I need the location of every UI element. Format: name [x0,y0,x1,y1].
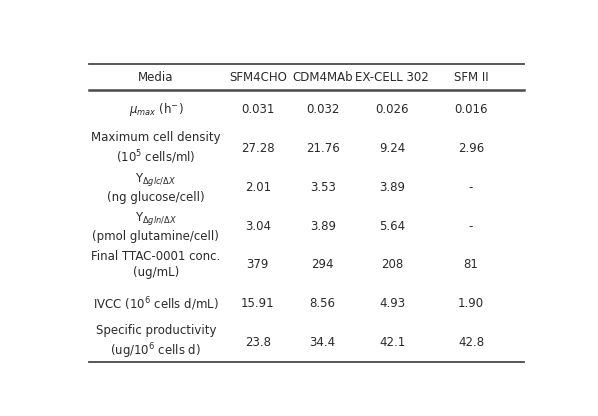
Text: Media: Media [138,71,173,84]
Text: 15.91: 15.91 [241,297,274,310]
Text: 0.016: 0.016 [454,103,488,116]
Text: 208: 208 [381,258,403,272]
Text: 42.8: 42.8 [458,336,484,349]
Text: 9.24: 9.24 [379,142,405,155]
Text: 34.4: 34.4 [310,336,335,349]
Text: 3.89: 3.89 [310,220,335,233]
Text: 23.8: 23.8 [245,336,271,349]
Text: Maximum cell density
(10$^{5}$ cells/ml): Maximum cell density (10$^{5}$ cells/ml) [91,131,221,166]
Text: 0.026: 0.026 [376,103,409,116]
Text: SFM II: SFM II [454,71,489,84]
Text: $\mu_{max}$ (h$^{-}$): $\mu_{max}$ (h$^{-}$) [129,101,183,118]
Text: 3.04: 3.04 [245,220,271,233]
Text: 3.53: 3.53 [310,181,335,194]
Text: 379: 379 [246,258,269,272]
Text: 2.96: 2.96 [458,142,484,155]
Text: 1.90: 1.90 [458,297,484,310]
Text: 42.1: 42.1 [379,336,405,349]
Text: 0.031: 0.031 [241,103,274,116]
Text: 294: 294 [312,258,334,272]
Text: CDM4MAb: CDM4MAb [292,71,353,84]
Text: Specific productivity
(ug/10$^{6}$ cells d): Specific productivity (ug/10$^{6}$ cells… [96,324,216,361]
Text: 27.28: 27.28 [241,142,274,155]
Text: 3.89: 3.89 [379,181,405,194]
Text: -: - [469,181,473,194]
Text: -: - [469,220,473,233]
Text: 0.032: 0.032 [306,103,340,116]
Text: 21.76: 21.76 [306,142,340,155]
Text: Y$_{\Delta glc/\Delta X}$
(ng glucose/cell): Y$_{\Delta glc/\Delta X}$ (ng glucose/ce… [107,171,205,204]
Text: 8.56: 8.56 [310,297,335,310]
Text: 2.01: 2.01 [245,181,271,194]
Text: EX-CELL 302: EX-CELL 302 [355,71,429,84]
Text: 5.64: 5.64 [379,220,405,233]
Text: 81: 81 [463,258,478,272]
Text: Y$_{\Delta gln/\Delta X}$
(pmol glutamine/cell): Y$_{\Delta gln/\Delta X}$ (pmol glutamin… [93,210,219,243]
Text: SFM4CHO: SFM4CHO [229,71,287,84]
Text: 4.93: 4.93 [379,297,405,310]
Text: IVCC (10$^{6}$ cells d/mL): IVCC (10$^{6}$ cells d/mL) [93,295,219,313]
Text: Final TTAC-0001 conc.
(ug/mL): Final TTAC-0001 conc. (ug/mL) [91,250,221,280]
